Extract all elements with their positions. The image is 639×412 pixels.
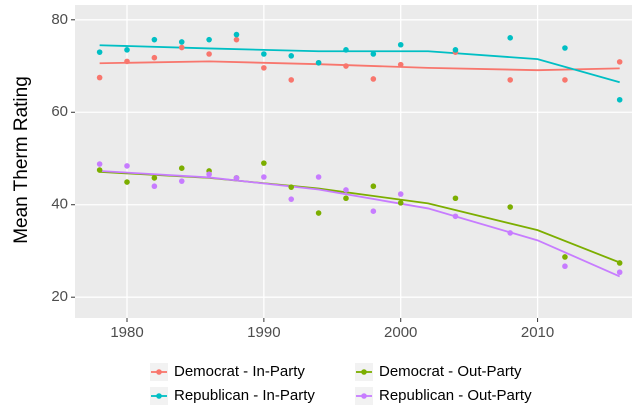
point (507, 230, 513, 236)
point (261, 160, 267, 166)
point (616, 269, 623, 276)
legend-dot (156, 369, 162, 375)
point (178, 165, 185, 172)
point (370, 76, 377, 82)
point (124, 163, 130, 169)
trend-line (99, 60, 620, 72)
x-tick-label: 1980 (110, 324, 143, 341)
point (370, 208, 377, 215)
point (178, 39, 185, 45)
legend-label: Republican - In-Party (174, 387, 315, 404)
point (178, 44, 185, 51)
point (315, 59, 322, 66)
point (151, 175, 158, 181)
point (397, 200, 404, 206)
trend-line (99, 170, 621, 278)
point (343, 47, 349, 53)
point (206, 36, 212, 43)
point (397, 61, 404, 68)
y-tick-label: 20 (51, 288, 68, 305)
point (616, 96, 623, 103)
plot-panel (75, 5, 632, 318)
point (562, 77, 568, 83)
point (261, 174, 267, 180)
point (343, 63, 349, 69)
point (370, 51, 377, 57)
legend-dot (361, 393, 367, 399)
point (96, 167, 103, 173)
point (124, 47, 130, 53)
point (151, 183, 158, 190)
point (288, 196, 295, 202)
point (96, 74, 103, 81)
point (397, 191, 404, 197)
legend-dot (156, 393, 162, 399)
point (206, 51, 212, 57)
legend-label: Democrat - Out-Party (379, 363, 522, 380)
point (96, 161, 103, 167)
point (562, 254, 568, 260)
y-tick-label: 40 (51, 196, 68, 213)
point (151, 36, 158, 43)
point (288, 53, 295, 59)
point (178, 178, 185, 184)
point (343, 195, 349, 202)
point (315, 174, 322, 180)
point (233, 175, 240, 181)
point (233, 31, 240, 38)
y-tick-label: 60 (51, 103, 68, 120)
point (315, 210, 322, 216)
point (261, 65, 267, 71)
y-axis-title: Mean Therm Rating (11, 76, 32, 244)
point (288, 184, 295, 190)
point (397, 41, 404, 48)
point (616, 260, 623, 266)
point (452, 213, 459, 220)
point (151, 54, 158, 61)
point (562, 45, 568, 51)
point (233, 36, 240, 43)
point (124, 179, 130, 185)
point (452, 47, 459, 53)
point (616, 59, 623, 65)
legend-dot (361, 369, 367, 375)
legend-label: Democrat - In-Party (174, 363, 305, 380)
point (562, 263, 568, 270)
point (507, 77, 513, 83)
point (507, 35, 513, 41)
point (452, 195, 459, 202)
point (370, 183, 377, 190)
point (206, 171, 212, 178)
point (343, 187, 349, 193)
point (261, 51, 267, 57)
x-tick-label: 2000 (384, 324, 417, 341)
point (124, 58, 130, 65)
x-tick-label: 1990 (247, 324, 280, 341)
y-tick-label: 80 (51, 11, 68, 28)
x-tick-label: 2010 (521, 324, 554, 341)
point (96, 49, 103, 55)
point (507, 204, 513, 210)
point (288, 77, 295, 83)
legend-label: Republican - Out-Party (379, 387, 532, 404)
